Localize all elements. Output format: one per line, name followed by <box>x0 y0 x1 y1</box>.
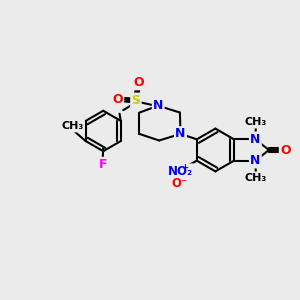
Text: CH₃: CH₃ <box>61 121 83 131</box>
Text: CH₃: CH₃ <box>245 117 267 128</box>
Text: N: N <box>175 128 186 140</box>
Text: N: N <box>250 154 260 167</box>
Text: O: O <box>133 76 144 89</box>
Text: +: + <box>181 163 188 172</box>
Text: N: N <box>250 133 260 146</box>
Text: S: S <box>131 94 140 107</box>
Text: O: O <box>112 93 123 106</box>
Text: O: O <box>280 143 291 157</box>
Text: N: N <box>153 99 164 112</box>
Text: O⁻: O⁻ <box>171 177 187 190</box>
Text: F: F <box>98 158 107 171</box>
Text: NO₂: NO₂ <box>168 165 193 178</box>
Text: CH₃: CH₃ <box>245 172 267 183</box>
